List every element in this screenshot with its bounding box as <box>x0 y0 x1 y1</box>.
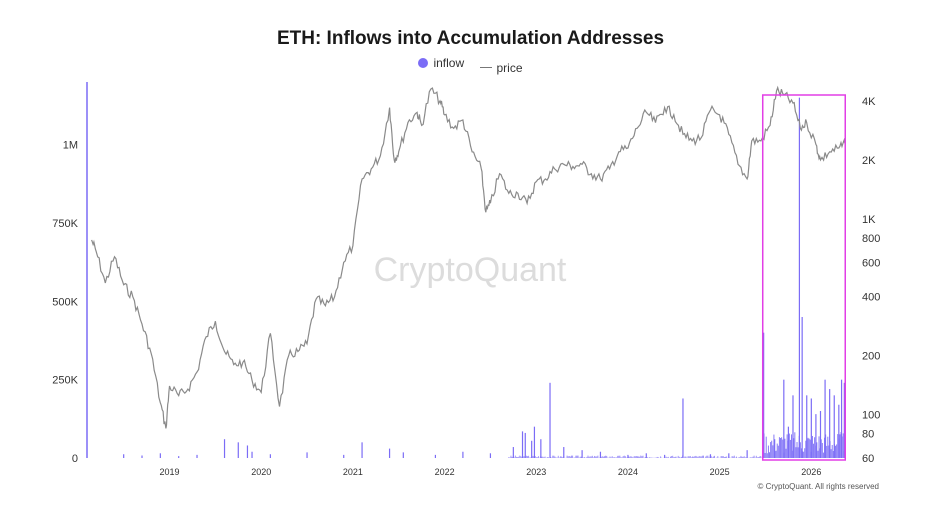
y-left-tick-label: 500K <box>52 296 78 308</box>
x-tick-label: 2020 <box>251 467 271 477</box>
x-tick-label: 2019 <box>160 467 180 477</box>
legend-item-price[interactable]: price <box>479 60 523 75</box>
y-right-tick-label: 200 <box>862 351 880 363</box>
legend-inflow-dot <box>418 58 429 68</box>
legend-inflow-label: inflow <box>433 56 465 70</box>
legend: inflow price <box>0 56 941 75</box>
y-right-tick-label: 600 <box>862 257 880 269</box>
y-right-tick-label: 4K <box>862 96 876 108</box>
y-right-tick-label: 2K <box>862 155 876 167</box>
x-tick-label: 2024 <box>618 467 638 477</box>
y-right-tick-label: 1K <box>862 214 876 226</box>
x-tick-label: 2022 <box>435 467 455 477</box>
chart-title: ETH: Inflows into Accumulation Addresses <box>276 28 665 49</box>
x-tick-label: 2023 <box>526 467 546 477</box>
price-line <box>91 85 846 429</box>
watermark: CryptoQuant <box>374 251 567 289</box>
highlight-box <box>761 94 846 461</box>
x-tick-label: 2026 <box>801 467 821 477</box>
y-right-tick-label: 60 <box>862 453 874 465</box>
y-right-tick-label: 800 <box>862 233 880 245</box>
y-left-tick-label: 1M <box>63 140 78 152</box>
x-tick-label: 2025 <box>710 467 730 477</box>
legend-item-inflow[interactable]: inflow <box>418 56 464 70</box>
legend-price-label: price <box>496 60 523 75</box>
y-right-tick-label: 400 <box>862 292 880 304</box>
inflow-bars <box>123 97 845 458</box>
x-tick-label: 2021 <box>343 467 363 477</box>
y-axis-right: 60 80 100 200 400 600 800 1K 2K 4K <box>862 96 880 465</box>
x-axis: 2019 2020 2021 2022 2023 2024 2025 2026 <box>160 467 822 477</box>
legend-price-line <box>479 67 492 68</box>
y-left-tick-label: 750K <box>52 218 78 230</box>
y-left-tick-label: 250K <box>52 375 78 387</box>
y-right-tick-label: 100 <box>862 410 880 422</box>
y-axis-left: 0 250K 500K 750K 1M <box>52 140 78 465</box>
y-right-tick-label: 80 <box>862 429 874 441</box>
copyright-footer: © CryptoQuant. All rights reserved <box>757 482 880 491</box>
y-left-tick-label: 0 <box>72 453 78 465</box>
